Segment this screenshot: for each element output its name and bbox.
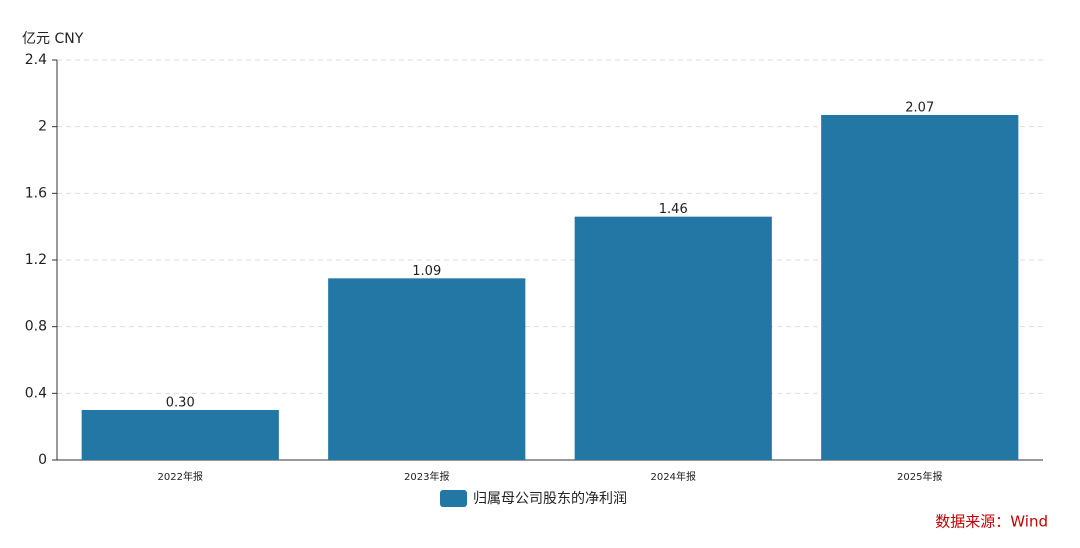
x-tick-label: 2023年报	[404, 470, 449, 483]
y-tick-label: 1.2	[25, 252, 47, 268]
legend-swatch	[440, 490, 467, 507]
y-unit: 亿元 CNY	[22, 31, 84, 47]
bar	[81, 410, 279, 460]
value-label: 1.09	[412, 264, 441, 279]
bar	[574, 216, 772, 460]
x-tick-label: 2025年报	[897, 470, 942, 483]
x-tick-label: 2022年报	[158, 470, 203, 483]
value-label: 0.30	[166, 396, 195, 411]
y-tick-label: 0	[38, 452, 47, 468]
y-tick-label: 2.4	[25, 52, 47, 68]
x-tick-label: 2024年报	[651, 470, 696, 483]
y-tick-label: 2	[38, 119, 47, 135]
y-tick-label: 1.6	[25, 185, 47, 201]
source: 数据来源：Wind	[935, 513, 1048, 531]
value-label: 2.07	[905, 101, 934, 116]
legend-label: 归属母公司股东的净利润	[473, 490, 627, 507]
y-tick-label: 0.8	[25, 319, 47, 335]
bar	[328, 278, 526, 460]
y-tick-label: 0.4	[25, 385, 47, 401]
value-label: 1.46	[659, 202, 688, 217]
bar	[821, 115, 1019, 460]
